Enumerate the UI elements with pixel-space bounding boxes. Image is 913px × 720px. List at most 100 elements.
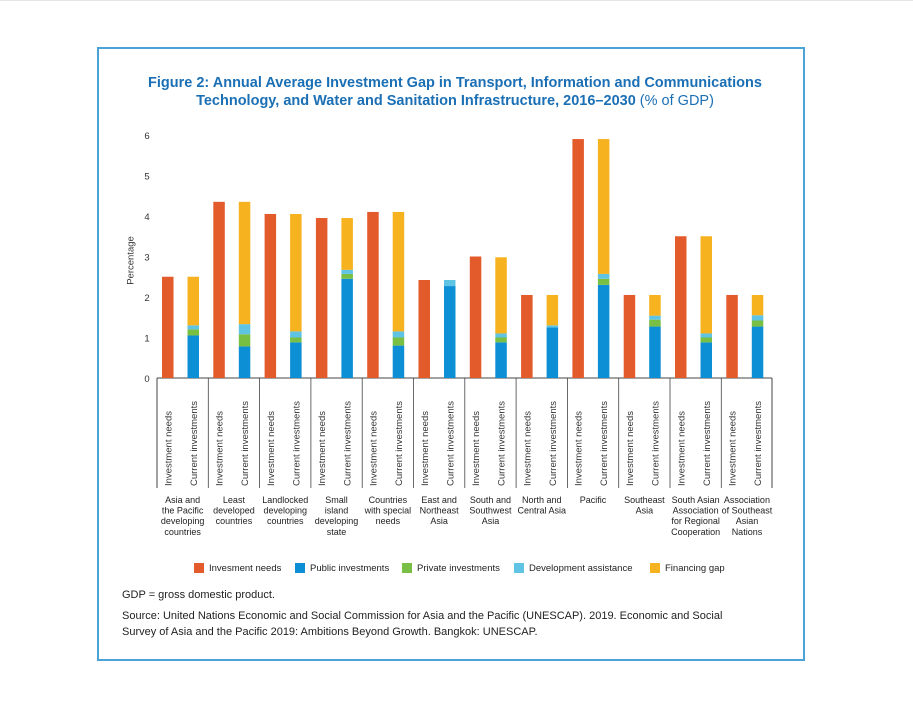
bar-private-investments — [649, 319, 661, 327]
category-label: of Southeast — [722, 506, 773, 516]
category-label: for Regional — [671, 516, 720, 526]
category-label: Nations — [732, 527, 763, 537]
bar-label-investment-needs: Investment needs — [215, 411, 226, 486]
category-label: Small — [325, 495, 348, 505]
bar-label-current-investments: Current investments — [291, 401, 302, 486]
bar-investment-needs — [264, 213, 277, 378]
category-label: needs — [376, 516, 401, 526]
bar-private-investments — [700, 337, 712, 343]
category-label: Asian — [736, 516, 759, 526]
chart-title: Figure 2: Annual Average Investment Gap … — [112, 74, 798, 110]
y-tick-label-2: 2 — [144, 293, 149, 304]
bar-development-assistance — [392, 331, 405, 338]
category-label: Northeast — [420, 506, 460, 516]
bar-private-investments — [495, 337, 507, 343]
category-label: Asia — [636, 506, 654, 516]
category-label: Central Asia — [517, 506, 566, 516]
bar-public-investments — [649, 326, 661, 378]
category-label: developing — [315, 516, 359, 526]
category-label: Asia and — [165, 495, 200, 505]
bar-development-assistance — [238, 324, 251, 335]
bar-public-investments — [444, 286, 456, 378]
category-label: developed — [213, 506, 255, 516]
category-label: Association — [673, 506, 719, 516]
bar-label-current-investments: Current investments — [445, 401, 456, 486]
category-label: Association — [724, 495, 770, 505]
bar-financing-gap — [700, 236, 712, 334]
category-label: countries — [267, 516, 304, 526]
bar-label-current-investments: Current investments — [240, 401, 251, 486]
bar-label-current-investments: Current investments — [394, 401, 405, 486]
bar-label-current-investments: Current investments — [753, 401, 764, 486]
figure-frame — [97, 47, 805, 661]
bar-label-investment-needs: Investment needs — [163, 411, 174, 486]
bar-development-assistance — [187, 325, 199, 330]
chart-title-line1: Figure 2: Annual Average Investment Gap … — [148, 75, 762, 91]
bar-development-assistance — [495, 333, 507, 338]
bar-public-investments — [700, 342, 712, 378]
bar-label-current-investments: Current investments — [702, 401, 713, 486]
source-line-1: Source: United Nations Economic and Soci… — [122, 610, 723, 622]
bar-development-assistance — [751, 315, 764, 321]
bar-public-investments — [187, 335, 199, 378]
bar-investment-needs — [623, 294, 636, 378]
category-label: with special — [364, 506, 412, 516]
y-tick-label-1: 1 — [144, 334, 149, 345]
category-label: developing — [161, 516, 205, 526]
page-top-divider — [0, 0, 913, 1]
bar-public-investments — [495, 342, 507, 378]
footnote: GDP = gross domestic product. — [122, 589, 275, 601]
bar-investment-needs — [521, 294, 533, 378]
bar-label-investment-needs: Investment needs — [420, 411, 431, 486]
bar-private-investments — [751, 320, 764, 327]
category-label: Asia — [482, 516, 500, 526]
bar-public-investments — [546, 327, 559, 378]
category-label: Pacific — [580, 495, 607, 505]
y-tick-label-4: 4 — [144, 212, 149, 223]
bar-label-current-investments: Current investments — [650, 401, 661, 486]
bar-private-investments — [341, 273, 353, 279]
bar-investment-needs — [572, 139, 584, 378]
legend-swatch-needs — [194, 563, 204, 573]
bar-investment-needs — [675, 236, 687, 378]
chart-title-unit: (% of GDP) — [639, 93, 714, 109]
bar-investment-needs — [418, 279, 430, 378]
bar-private-investments — [597, 278, 610, 285]
bar-financing-gap — [546, 294, 559, 326]
bar-investment-needs — [213, 201, 225, 378]
bar-label-investment-needs: Investment needs — [368, 411, 379, 486]
category-label: South Asian — [672, 495, 720, 505]
y-tick-label-0: 0 — [144, 374, 149, 385]
bar-financing-gap — [341, 218, 353, 270]
bar-development-assistance — [341, 269, 353, 274]
legend-swatch-public — [295, 563, 305, 573]
bar-financing-gap — [495, 257, 507, 334]
category-label: Southwest — [469, 506, 512, 516]
bar-development-assistance — [597, 273, 610, 279]
bar-label-current-investments: Current investments — [548, 401, 559, 486]
bar-public-investments — [290, 342, 302, 378]
bar-investment-needs — [162, 276, 174, 378]
source-line-2: Survey of Asia and the Pacific 2019: Amb… — [122, 626, 538, 638]
legend-label-gap: Financing gap — [665, 562, 725, 574]
legend-item-gap: Financing gap — [650, 562, 725, 574]
bar-investment-needs — [469, 256, 482, 378]
legend-item-public: Public investments — [295, 562, 389, 574]
bar-label-investment-needs: Investment needs — [522, 411, 533, 486]
investment-gap-chart: 0 1 2 3 4 5 6 Investment needs Current investmen… — [144, 131, 773, 537]
bar-private-investments — [392, 337, 405, 346]
legend-item-needs: Invesment needs — [194, 562, 281, 574]
bar-investment-needs — [726, 294, 738, 378]
y-tick-label-6: 6 — [144, 131, 149, 142]
bar-label-current-investments: Current investments — [189, 401, 200, 486]
bar-label-investment-needs: Investment needs — [317, 411, 328, 486]
y-tick-label-3: 3 — [144, 253, 149, 264]
chart-title-text: Technology, and Water and Sanitation Inf… — [196, 93, 636, 109]
category-label: South and — [470, 495, 511, 505]
category-label: Landlocked — [262, 495, 308, 505]
bar-development-assistance — [700, 333, 712, 338]
bar-label-investment-needs: Investment needs — [625, 411, 636, 486]
bar-label-investment-needs: Investment needs — [676, 411, 687, 486]
bar-investment-needs — [367, 211, 379, 378]
legend-item-private: Private investments — [402, 562, 500, 574]
